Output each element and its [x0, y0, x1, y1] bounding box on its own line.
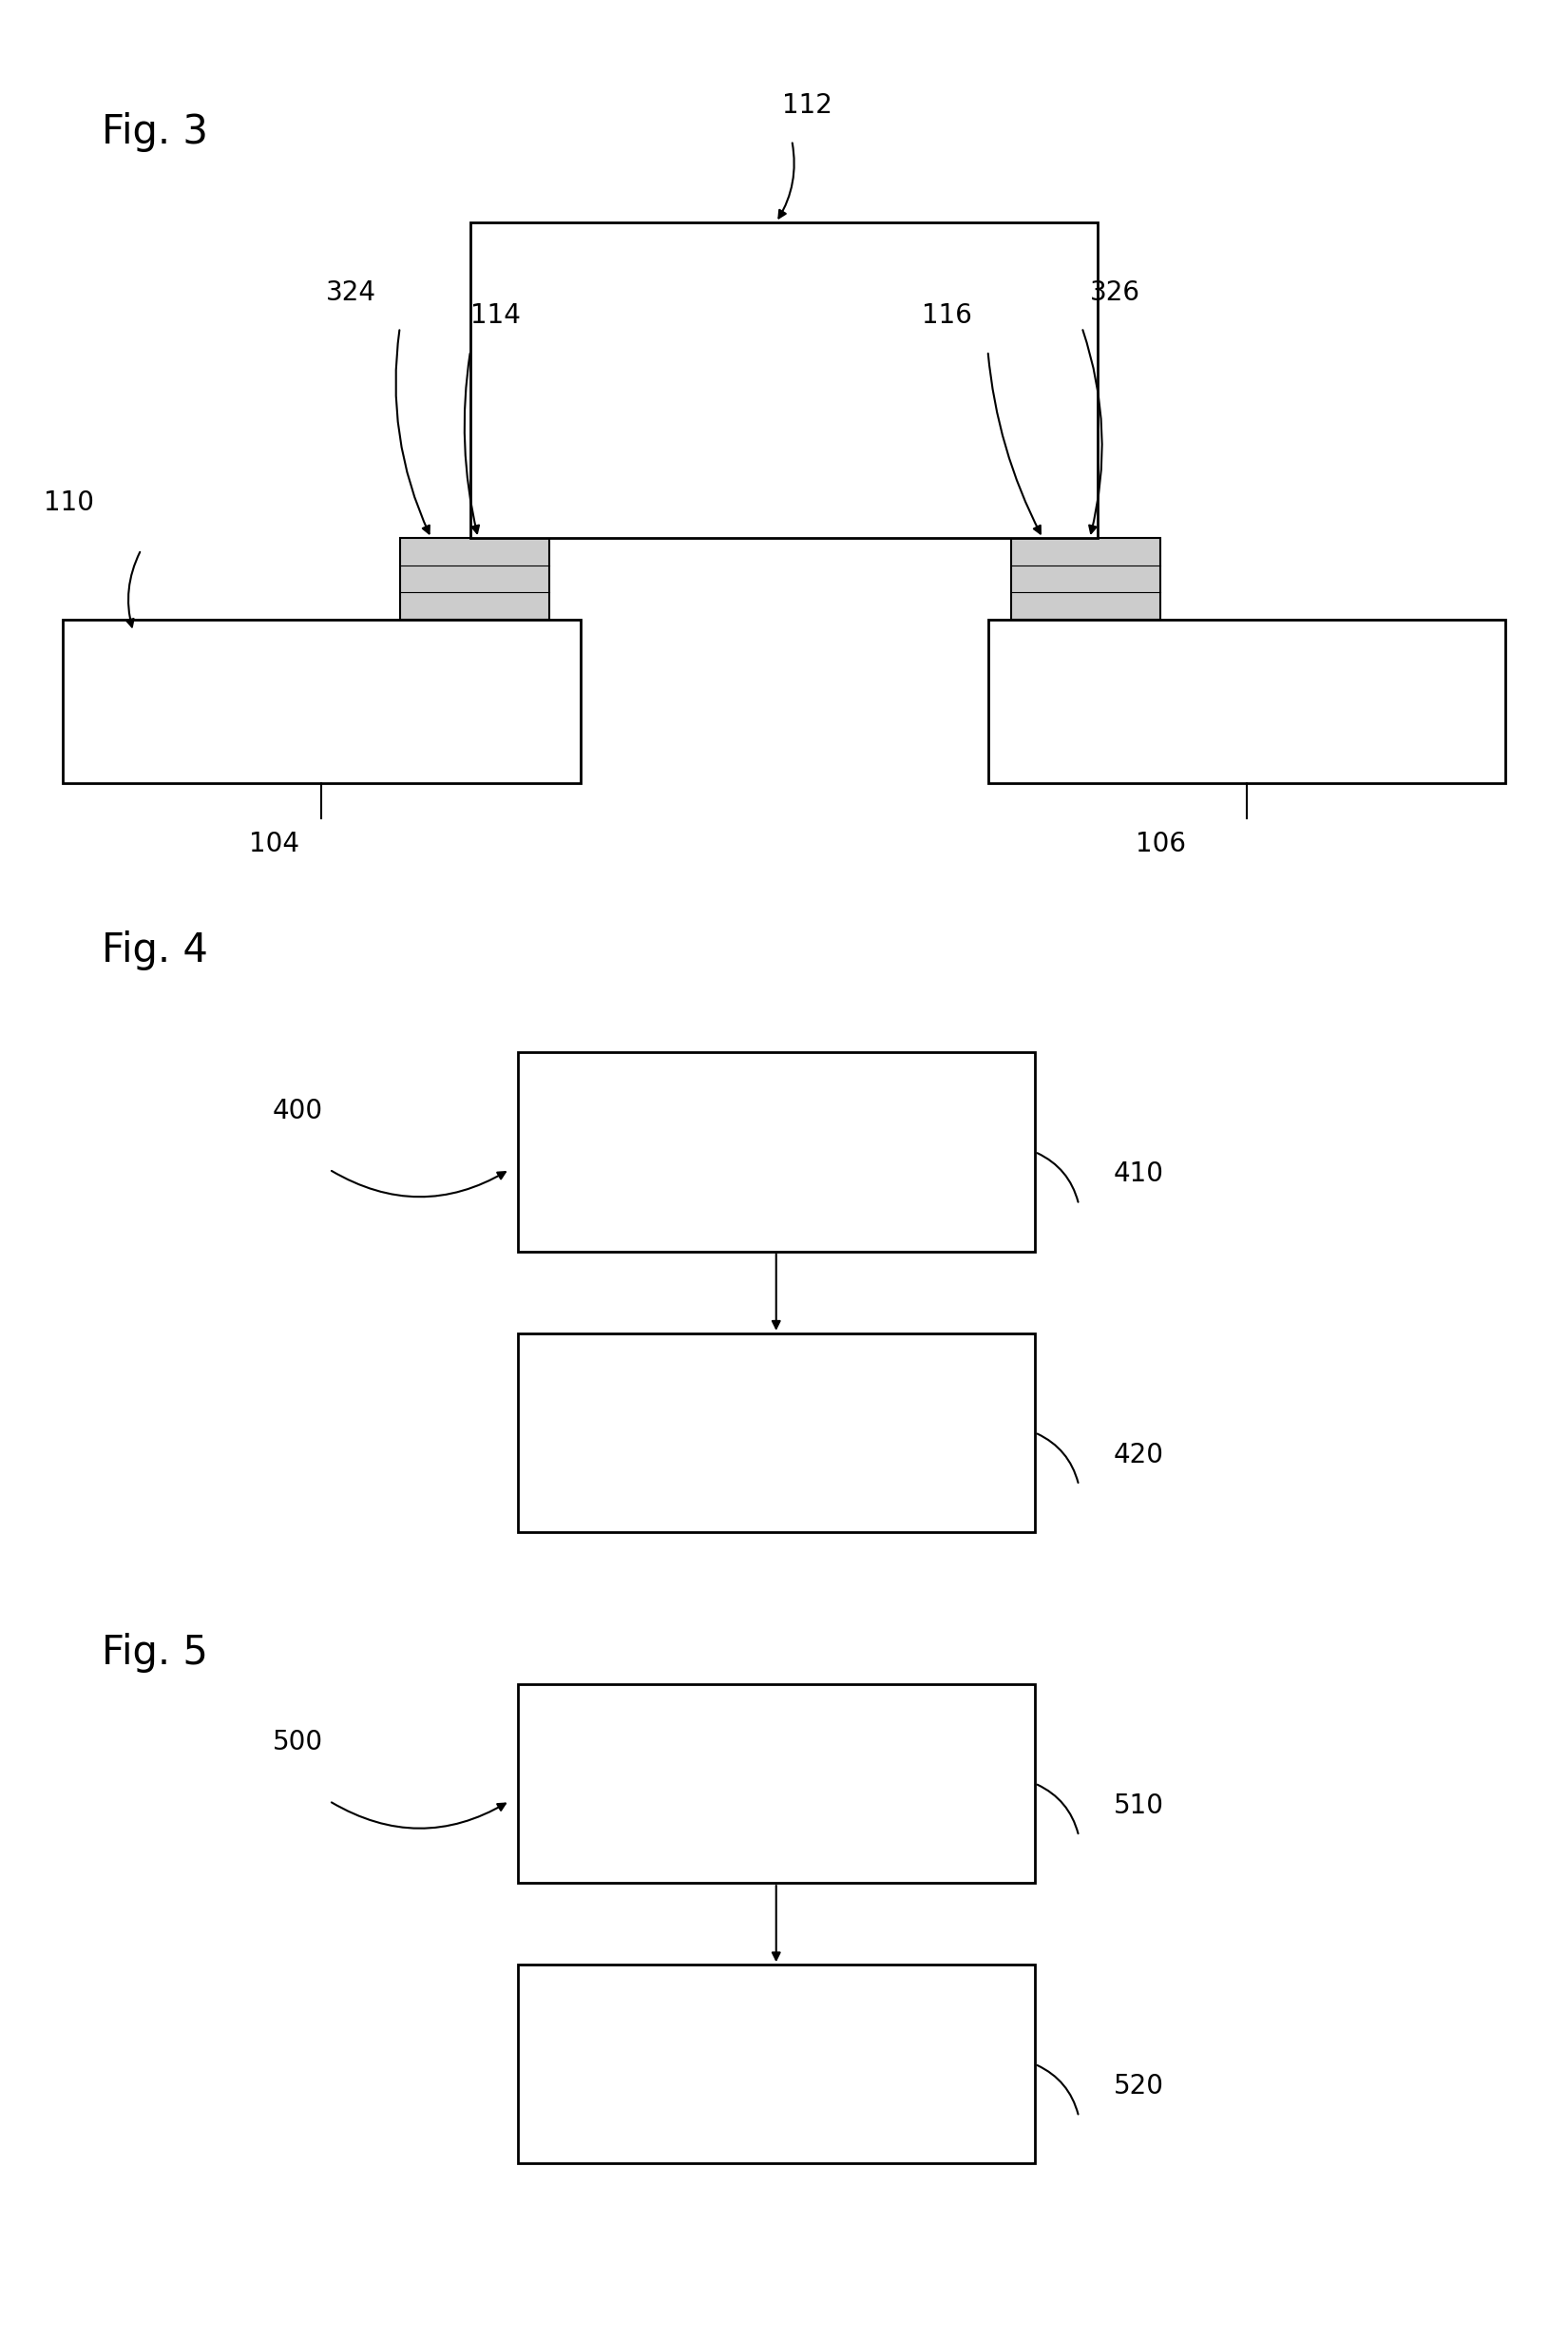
Text: 400: 400 [273, 1097, 323, 1125]
Text: Fig. 3: Fig. 3 [102, 112, 209, 152]
Bar [517, 1053, 1035, 1251]
Bar [470, 222, 1098, 538]
Text: 112: 112 [782, 91, 833, 119]
Text: 420: 420 [1113, 1441, 1163, 1469]
Text: 116: 116 [922, 302, 972, 330]
Text: 114: 114 [470, 302, 521, 330]
Bar [400, 538, 549, 620]
Text: 324: 324 [326, 278, 376, 306]
Text: 326: 326 [1090, 278, 1140, 306]
Bar [517, 1684, 1035, 1883]
Bar [517, 1965, 1035, 2164]
Bar [1011, 538, 1160, 620]
Text: Fig. 4: Fig. 4 [102, 931, 209, 971]
Text: 106: 106 [1135, 830, 1185, 856]
Bar [988, 620, 1505, 784]
Text: 500: 500 [273, 1729, 323, 1757]
Text: 104: 104 [249, 830, 299, 856]
Text: Fig. 5: Fig. 5 [102, 1633, 209, 1672]
Text: 110: 110 [44, 489, 94, 517]
Text: 510: 510 [1113, 1792, 1163, 1820]
Text: 410: 410 [1113, 1160, 1163, 1188]
Text: 520: 520 [1113, 2072, 1163, 2100]
Bar [517, 1333, 1035, 1532]
Bar [63, 620, 580, 784]
